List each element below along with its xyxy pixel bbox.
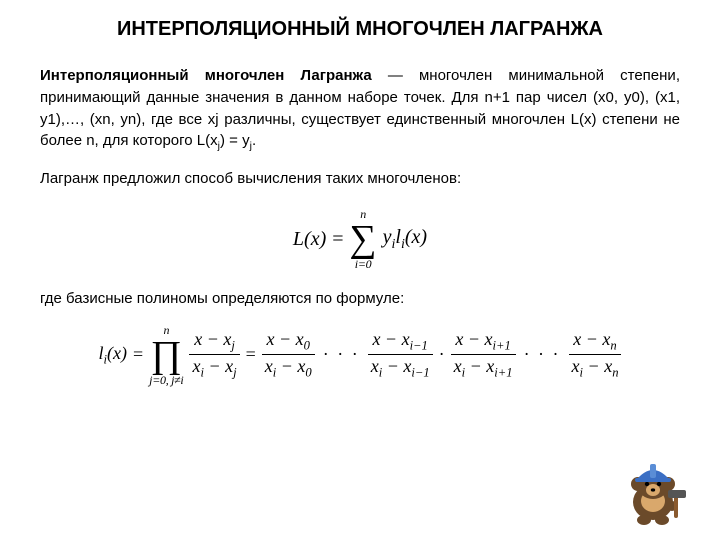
f2-eq2: = [246,344,256,365]
f1-lhs: L(x) [293,228,326,251]
frac-ip1: x − xi+1 xi − xi+1 [451,329,516,380]
intro-text-3: . [252,132,256,149]
mascot-icon [616,454,690,528]
f1-eq: = [332,228,343,251]
f2-eq1: = [133,344,143,365]
page-title: ИНТЕРПОЛЯЦИОННЫЙ МНОГОЧЛЕН ЛАГРАНЖА [40,18,680,41]
formula-2: li(x) = n ∏ j=0, j≠i x − xj xi − xj = x … [40,324,680,386]
dots-1: · · · [321,344,362,365]
mid-dot-1: · [439,344,445,365]
sum-symbol: n ∑ i=0 [350,208,377,270]
intro-text-2: ) = y [220,132,250,149]
frac-0: x − x0 xi − x0 [262,329,315,380]
prod-lower: j=0, j≠i [149,374,183,386]
intro-paragraph: Интерполяционный многочлен Лагранжа — мн… [40,65,680,154]
frac-n: x − xn xi − xn [569,329,622,380]
frac-im1: x − xi−1 xi − xi−1 [368,329,433,380]
sum-lower: i=0 [355,258,372,270]
dots-2: · · · [522,344,563,365]
intro-bold: Интерполяционный многочлен Лагранжа [40,67,372,84]
frac-general: x − xj xi − xj [189,329,239,380]
product-symbol: n ∏ j=0, j≠i [149,324,183,386]
basis-intro-paragraph: где базисные полиномы определяются по фо… [40,288,680,310]
formula-1: L(x) = n ∑ i=0 yili(x) [40,208,680,270]
method-intro-paragraph: Лагранж предложил способ вычисления таки… [40,168,680,190]
f1-term: yili(x) [383,226,427,253]
f2-lhs: li(x) [99,343,128,368]
